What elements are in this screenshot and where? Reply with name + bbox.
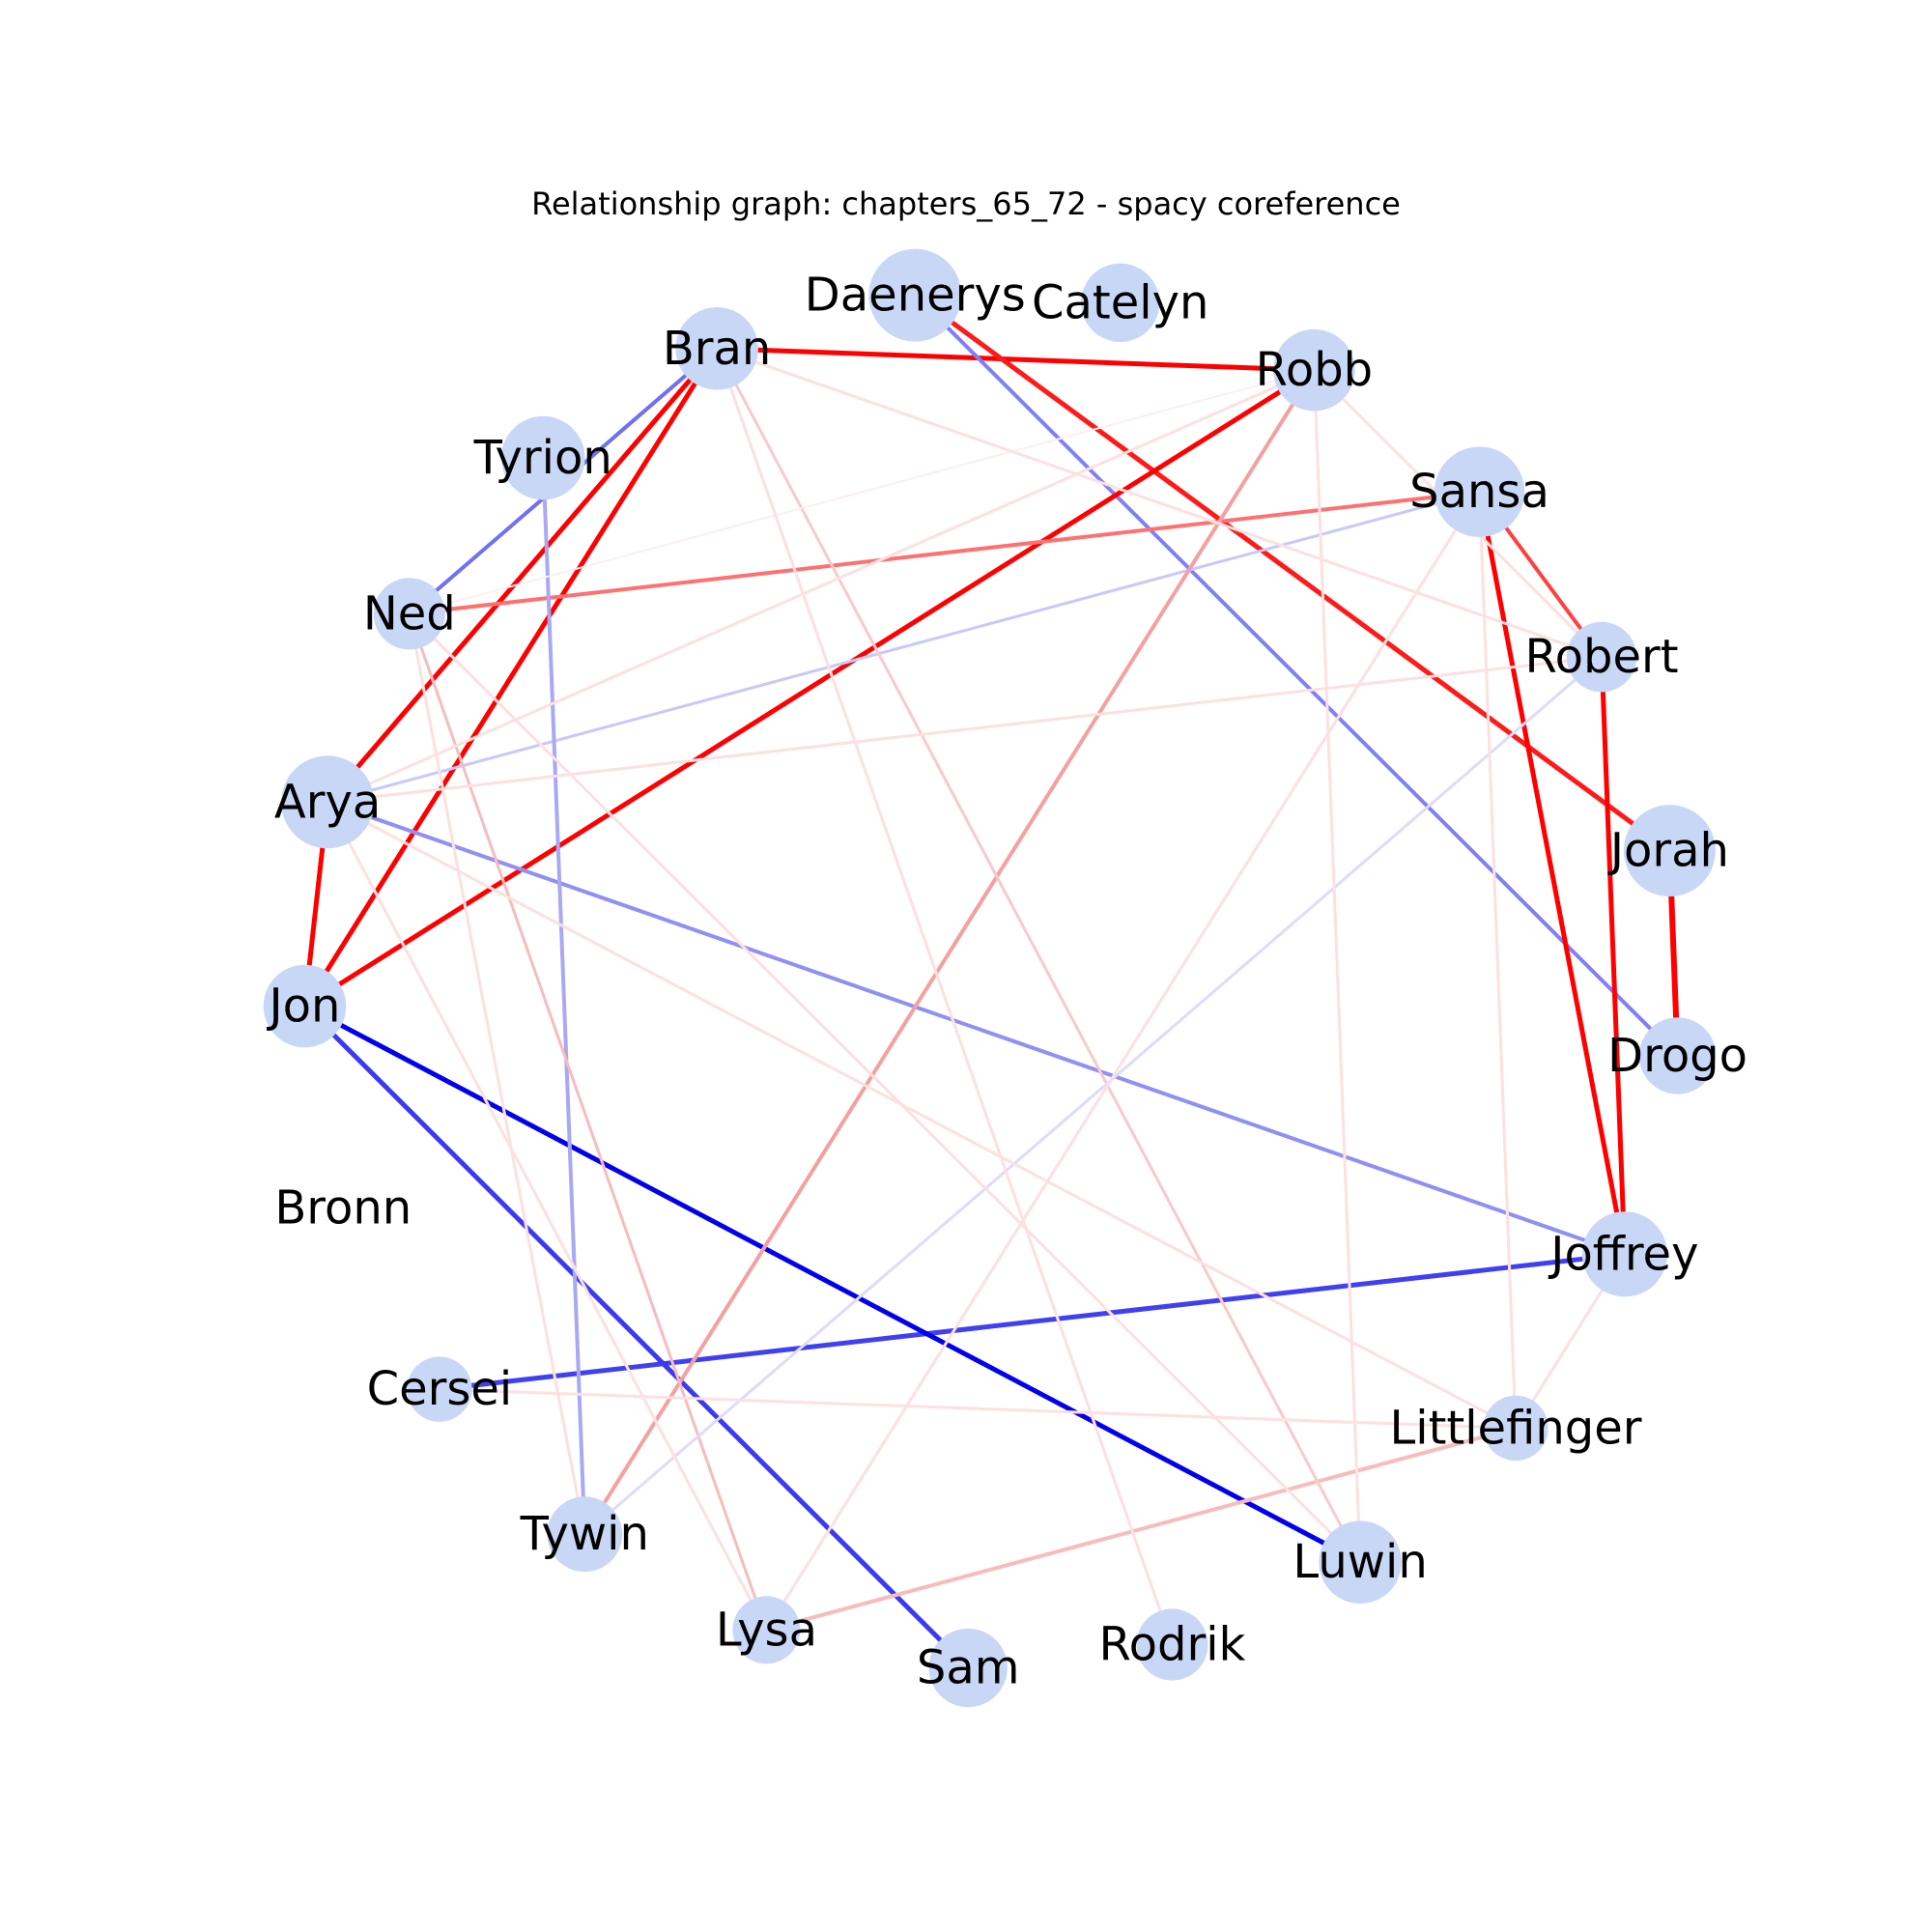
edge-bran-robert [716, 347, 1603, 659]
node-jorah [1623, 805, 1716, 897]
edge-daenerys-drogo [913, 294, 1680, 1058]
edge-bran-rodrik [715, 348, 1174, 1645]
edge-sansa-littlefinger [1478, 492, 1518, 1429]
node-ned [373, 578, 445, 650]
node-label-lysa: Lysa [716, 1603, 817, 1657]
node-label-drogo: Drogo [1607, 1029, 1747, 1083]
node-joffrey [1581, 1211, 1667, 1297]
edge-sansa-arya [327, 490, 1480, 804]
node-label-catelyn: Catelyn [1032, 275, 1208, 329]
edge-robert-tywin [583, 655, 1603, 1536]
node-robert [1566, 621, 1637, 693]
node-catelyn [1081, 263, 1160, 342]
edge-robb-ned [409, 369, 1315, 615]
edge-arya-lysa [326, 801, 768, 1632]
node-tyrion [500, 415, 585, 500]
node-robb [1273, 328, 1355, 412]
edge-bran-arya [326, 347, 719, 804]
edge-robb-arya [327, 368, 1316, 804]
node-label-sansa: Sansa [1409, 465, 1549, 519]
node-label-cersei: Cersei [367, 1362, 513, 1416]
edge-tyrion-tywin [541, 458, 587, 1535]
edge-bran-jon [302, 347, 720, 1008]
node-label-robb: Robb [1256, 343, 1374, 397]
label-layer: Daenerys Catelyn Bran Robb Tyrion Sansa Ned Rob… [267, 269, 1747, 1695]
node-label-ned: Ned [363, 586, 456, 640]
edge-sansa-lysa [765, 491, 1481, 1632]
edge-ned-tywin [408, 613, 586, 1535]
node-sansa [1434, 446, 1525, 537]
node-label-jon: Jon [267, 980, 341, 1034]
edge-arya-littlefinger [327, 800, 1517, 1430]
edge-jon-luwin [303, 1004, 1362, 1565]
node-bran [675, 307, 758, 390]
node-label-jorah: Jorah [1607, 824, 1729, 878]
edge-joffrey-cersei [439, 1251, 1626, 1392]
edge-robert-arya [327, 655, 1603, 804]
graph-title: Relationship graph: chapters_65_72 - spa… [531, 185, 1401, 222]
node-littlefinger [1483, 1395, 1548, 1462]
edge-sansa-joffrey [1477, 491, 1628, 1255]
edge-littlefinger-lysa [765, 1426, 1517, 1633]
node-layer [263, 248, 1717, 1708]
node-label-luwin: Luwin [1293, 1535, 1427, 1589]
edge-littlefinger-cersei [439, 1387, 1517, 1430]
node-label-rodrik: Rodrik [1098, 1618, 1245, 1672]
edge-robb-tywin [582, 369, 1317, 1536]
edge-daenerys-jorah [913, 293, 1671, 853]
node-label-bran: Bran [663, 322, 772, 376]
node-tywin [547, 1496, 623, 1573]
node-luwin [1319, 1520, 1402, 1604]
node-label-arya: Arya [274, 775, 381, 829]
node-drogo [1638, 1017, 1717, 1094]
node-sam [928, 1628, 1008, 1708]
edge-jon-sam [302, 1004, 970, 1670]
edge-robert-joffrey [1599, 657, 1628, 1255]
node-arya [281, 755, 375, 849]
node-daenerys [868, 248, 962, 342]
node-label-sam: Sam [917, 1641, 1020, 1695]
edge-robb-bran [717, 346, 1315, 373]
edge-ned-lysa [408, 612, 768, 1631]
edge-bran-luwin [715, 348, 1362, 1563]
node-cersei [407, 1356, 472, 1422]
node-label-littlefinger: Littlefinger [1390, 1401, 1642, 1455]
node-label-bronn: Bronn [274, 1180, 412, 1235]
node-lysa [732, 1596, 801, 1664]
node-label-daenerys: Daenerys [805, 269, 1026, 323]
edge-joffrey-arya [327, 800, 1626, 1257]
node-label-joffrey: Joffrey [1548, 1227, 1698, 1281]
node-label-tywin: Tywin [520, 1507, 649, 1561]
edge-robb-jon [303, 368, 1316, 1009]
edge-ned-luwin [408, 612, 1362, 1564]
node-jon [263, 964, 347, 1048]
edge-robb-luwin [1312, 370, 1362, 1563]
edge-sansa-ned [409, 490, 1480, 616]
node-label-robert: Robert [1524, 630, 1678, 684]
node-label-tyrion: Tyrion [473, 431, 612, 485]
node-rodrik [1136, 1608, 1208, 1681]
